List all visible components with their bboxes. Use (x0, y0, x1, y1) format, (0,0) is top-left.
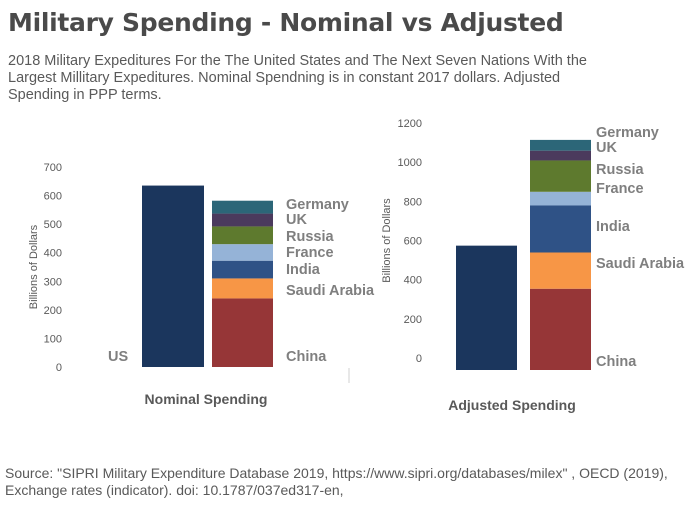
adjusted-label-france: France (596, 181, 644, 197)
nominal-label-uk: UK (286, 212, 307, 228)
adjusted-segment-india (530, 205, 591, 253)
adjusted-x-axis-label: Adjusted Spending (448, 397, 576, 413)
nominal-label-china: China (286, 349, 327, 365)
nominal-ytick-500: 500 (44, 219, 62, 231)
nominal-ytick-700: 700 (44, 162, 62, 174)
adjusted-ytick-600: 600 (404, 236, 422, 248)
adjusted-ytick-0: 0 (416, 353, 422, 365)
nominal-bar-us (142, 185, 204, 367)
nominal-label-germany: Germany (286, 197, 349, 213)
nominal-segment-india (212, 260, 273, 279)
nominal-ytick-300: 300 (44, 276, 62, 288)
adjusted-label-china: China (596, 354, 637, 370)
adjusted-label-india: India (596, 219, 631, 235)
adjusted-label-saudi-arabia: Saudi Arabia (596, 256, 685, 272)
adjusted-segment-germany (530, 139, 591, 151)
adjusted-ytick-400: 400 (404, 275, 422, 287)
adjusted-ytick-1200: 1200 (398, 118, 422, 130)
nominal-segment-china (212, 298, 273, 367)
adjusted-ytick-800: 800 (404, 196, 422, 208)
nominal-ytick-400: 400 (44, 248, 62, 260)
chart-subtitle: 2018 Military Expeditures For the The Un… (8, 53, 587, 103)
nominal-ytick-100: 100 (44, 333, 62, 345)
adjusted-ytick-200: 200 (404, 314, 422, 326)
nominal-label-us: US (108, 349, 128, 365)
nominal-label-france: France (286, 245, 334, 261)
adjusted-bar-us (456, 245, 517, 370)
nominal-spending-chart: 0 100 200 300 400 500 600 700 Billions of Dollar… (28, 162, 375, 407)
nominal-segment-saudi-arabia (212, 278, 273, 299)
adjusted-segment-china (530, 288, 591, 370)
adjusted-segment-saudi-arabia (530, 252, 591, 289)
nominal-label-india: India (286, 262, 321, 278)
nominal-x-axis-label: Nominal Spending (145, 391, 268, 407)
adjusted-segment-uk (530, 150, 591, 161)
adjusted-label-germany: Germany (596, 125, 659, 141)
adjusted-y-axis-title: Billions of Dollars (381, 198, 393, 283)
nominal-segment-france (212, 244, 273, 261)
adjusted-ytick-1000: 1000 (398, 157, 422, 169)
nominal-segment-uk (212, 213, 273, 227)
adjusted-spending-chart: 0 200 400 600 800 1000 1200 Billions of Dollars… (381, 118, 685, 413)
source-note: Source: "SIPRI Military Expenditure Data… (5, 465, 668, 498)
nominal-ytick-0: 0 (56, 362, 62, 374)
nominal-label-saudi-arabia: Saudi Arabia (286, 283, 375, 299)
nominal-ytick-200: 200 (44, 305, 62, 317)
nominal-label-russia: Russia (286, 229, 334, 245)
nominal-segment-germany (212, 200, 273, 214)
adjusted-segment-russia (530, 160, 591, 192)
adjusted-segment-france (530, 191, 591, 206)
chart-title: Military Spending - Nominal vs Adjusted (8, 8, 564, 37)
adjusted-label-uk: UK (596, 140, 617, 156)
adjusted-label-russia: Russia (596, 162, 644, 178)
nominal-ytick-600: 600 (44, 191, 62, 203)
nominal-y-axis-title: Billions of Dollars (28, 224, 40, 309)
nominal-segment-russia (212, 226, 273, 245)
